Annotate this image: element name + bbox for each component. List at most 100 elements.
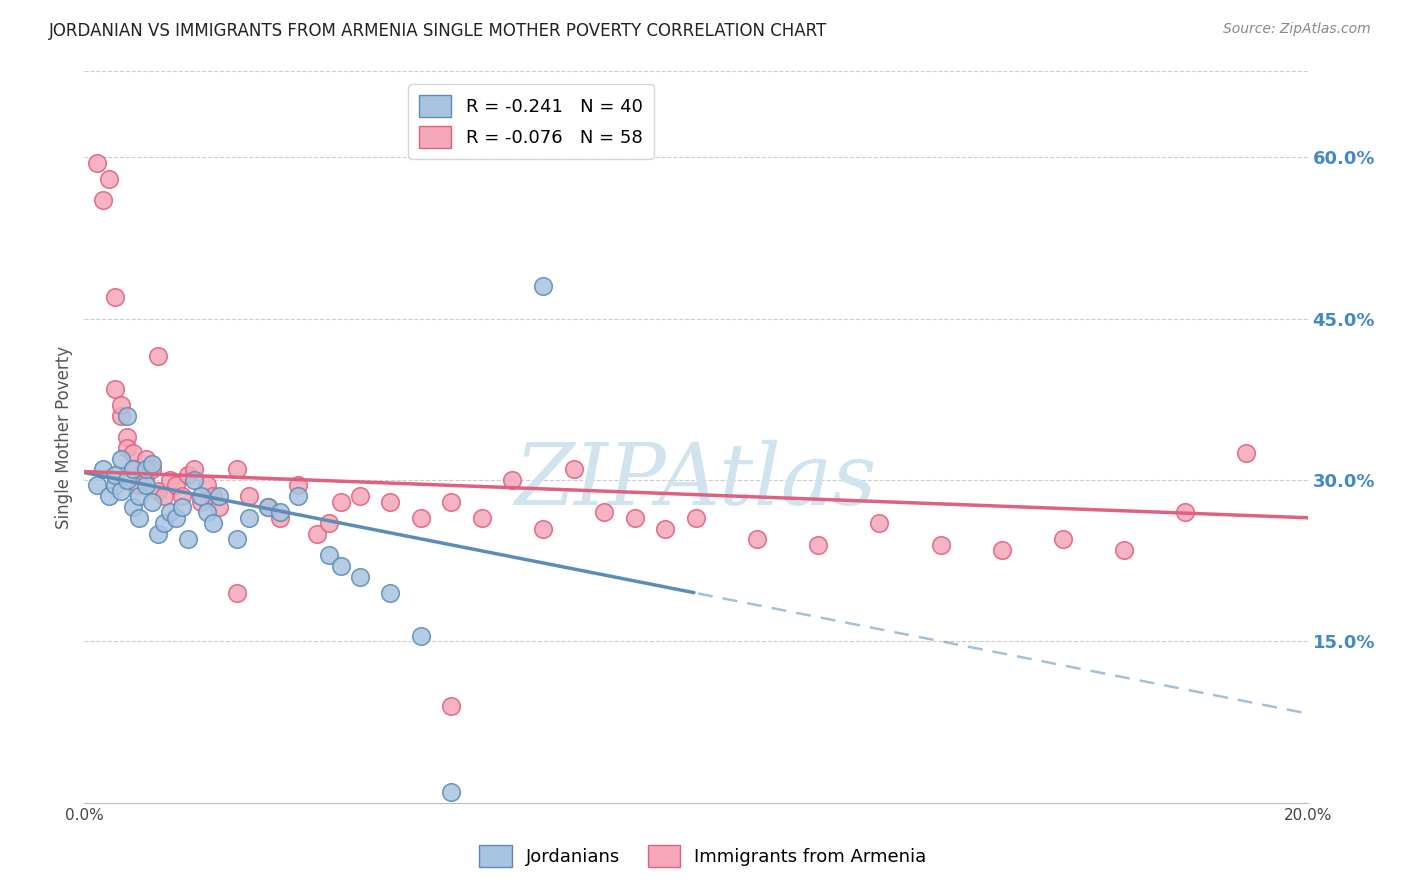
Point	[122, 446, 145, 460]
Point	[380, 494, 402, 508]
Point	[183, 462, 205, 476]
Point	[135, 467, 157, 482]
Point	[104, 478, 127, 492]
Point	[349, 489, 371, 503]
Point	[135, 451, 157, 466]
Point	[97, 489, 120, 503]
Point	[141, 462, 163, 476]
Text: ZIPAtlas: ZIPAtlas	[515, 440, 877, 523]
Point	[165, 510, 187, 524]
Point	[183, 473, 205, 487]
Point	[172, 500, 194, 514]
Point	[502, 473, 524, 487]
Point	[122, 462, 145, 476]
Point	[201, 516, 224, 530]
Point	[330, 494, 353, 508]
Point	[747, 533, 769, 547]
Point	[269, 510, 291, 524]
Point	[110, 409, 132, 423]
Point	[110, 451, 132, 466]
Point	[122, 500, 145, 514]
Point	[141, 457, 163, 471]
Point	[318, 516, 340, 530]
Point	[86, 478, 108, 492]
Point	[257, 500, 280, 514]
Point	[97, 172, 120, 186]
Point	[654, 521, 676, 535]
Point	[122, 462, 145, 476]
Point	[226, 586, 249, 600]
Point	[208, 489, 231, 503]
Point	[146, 527, 169, 541]
Point	[153, 489, 176, 503]
Point	[380, 586, 402, 600]
Point	[86, 156, 108, 170]
Point	[91, 194, 114, 208]
Point	[201, 489, 224, 503]
Point	[226, 533, 249, 547]
Point	[159, 505, 181, 519]
Point	[624, 510, 647, 524]
Point	[146, 350, 169, 364]
Point	[128, 510, 150, 524]
Point	[409, 629, 432, 643]
Point	[440, 785, 463, 799]
Point	[409, 510, 432, 524]
Point	[115, 473, 138, 487]
Text: JORDANIAN VS IMMIGRANTS FROM ARMENIA SINGLE MOTHER POVERTY CORRELATION CHART: JORDANIAN VS IMMIGRANTS FROM ARMENIA SIN…	[49, 22, 828, 40]
Point	[190, 494, 212, 508]
Point	[318, 549, 340, 563]
Point	[177, 467, 200, 482]
Point	[190, 489, 212, 503]
Point	[115, 409, 138, 423]
Point	[141, 494, 163, 508]
Point	[104, 467, 127, 482]
Point	[195, 478, 218, 492]
Point	[104, 382, 127, 396]
Point	[135, 478, 157, 492]
Point	[991, 543, 1014, 558]
Point	[562, 462, 585, 476]
Point	[115, 430, 138, 444]
Point	[531, 521, 554, 535]
Point	[208, 500, 231, 514]
Point	[807, 538, 830, 552]
Point	[110, 483, 132, 498]
Point	[135, 462, 157, 476]
Point	[1052, 533, 1074, 547]
Point	[91, 462, 114, 476]
Point	[115, 441, 138, 455]
Point	[165, 478, 187, 492]
Point	[238, 510, 260, 524]
Y-axis label: Single Mother Poverty: Single Mother Poverty	[55, 345, 73, 529]
Point	[305, 527, 328, 541]
Point	[110, 398, 132, 412]
Point	[269, 505, 291, 519]
Point	[128, 489, 150, 503]
Point	[471, 510, 494, 524]
Text: Source: ZipAtlas.com: Source: ZipAtlas.com	[1223, 22, 1371, 37]
Point	[287, 478, 309, 492]
Point	[172, 489, 194, 503]
Point	[1114, 543, 1136, 558]
Point	[153, 516, 176, 530]
Point	[159, 473, 181, 487]
Point	[195, 505, 218, 519]
Point	[1236, 446, 1258, 460]
Point	[177, 533, 200, 547]
Point	[330, 559, 353, 574]
Point	[146, 483, 169, 498]
Point	[287, 489, 309, 503]
Point	[593, 505, 616, 519]
Point	[128, 478, 150, 492]
Legend: R = -0.241   N = 40, R = -0.076   N = 58: R = -0.241 N = 40, R = -0.076 N = 58	[408, 84, 654, 159]
Point	[104, 290, 127, 304]
Point	[226, 462, 249, 476]
Point	[531, 279, 554, 293]
Legend: Jordanians, Immigrants from Armenia: Jordanians, Immigrants from Armenia	[472, 838, 934, 874]
Point	[440, 494, 463, 508]
Point	[238, 489, 260, 503]
Point	[869, 516, 891, 530]
Point	[440, 698, 463, 713]
Point	[1174, 505, 1197, 519]
